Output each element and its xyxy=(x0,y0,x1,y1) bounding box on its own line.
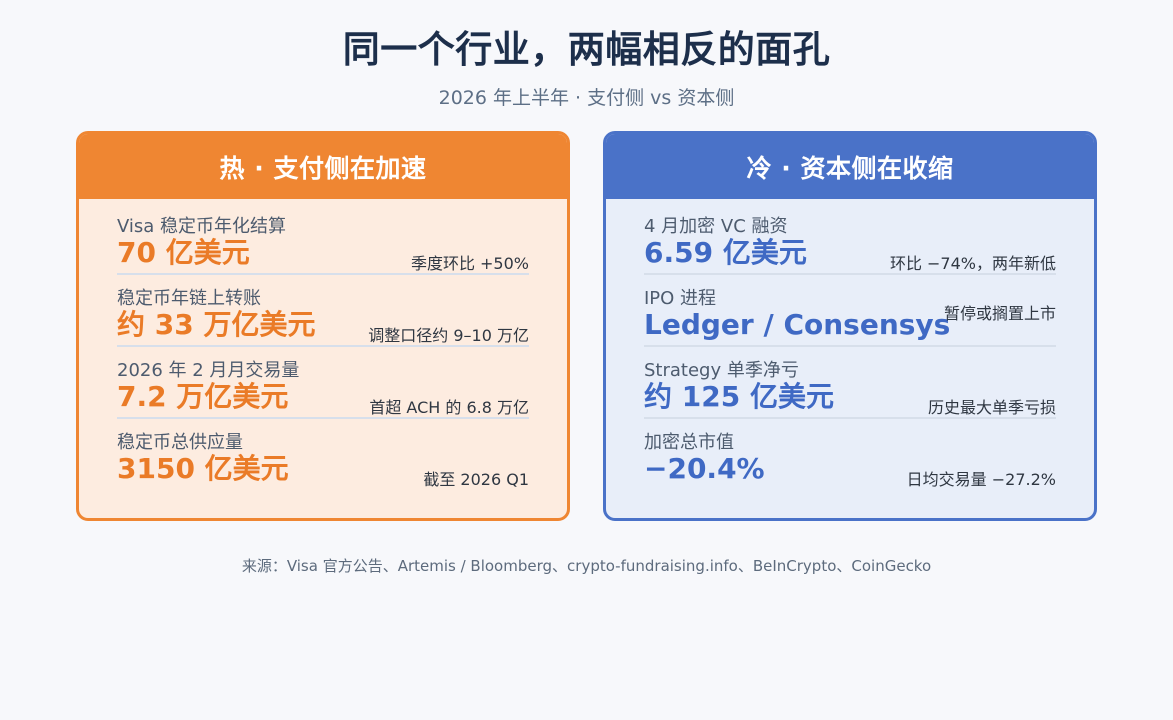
cold-vc-funding-item: 4 月加密 VC 融资 6.59 亿美元 环比 −74%，两年新低 xyxy=(644,203,1056,275)
hot-monthly-volume-item: 2026 年 2 月月交易量 7.2 万亿美元 首超 ACH 的 6.8 万亿 xyxy=(117,347,529,419)
hot-monthly-volume-label: 2026 年 2 月月交易量 xyxy=(117,360,300,381)
hot-total-supply-note: 截至 2026 Q1 xyxy=(423,470,529,489)
hot-total-supply-item: 稳定币总供应量 3150 亿美元 截至 2026 Q1 xyxy=(117,419,529,491)
hot-visa-settlement-note: 季度环比 +50% xyxy=(410,254,529,273)
cold-card-body: 4 月加密 VC 融资 6.59 亿美元 环比 −74%，两年新低 IPO 进程… xyxy=(606,199,1094,491)
cold-ipo-label: IPO 进程 xyxy=(644,288,717,309)
hot-stablecoin-transfer-note: 调整口径约 9–10 万亿 xyxy=(368,326,529,345)
cold-market-cap-label: 加密总市值 xyxy=(644,432,734,453)
hot-total-supply-value: 3150 亿美元 xyxy=(117,451,289,485)
cold-strategy-loss-note: 历史最大单季亏损 xyxy=(927,398,1056,417)
cold-strategy-loss-value: 约 125 亿美元 xyxy=(644,379,834,413)
cold-capital-card: 冷 · 资本侧在收缩 4 月加密 VC 融资 6.59 亿美元 环比 −74%，… xyxy=(603,131,1097,521)
hot-monthly-volume-value: 7.2 万亿美元 xyxy=(117,379,289,413)
cold-market-cap-item: 加密总市值 −20.4% 日均交易量 −27.2% xyxy=(644,419,1056,491)
cold-vc-funding-label: 4 月加密 VC 融资 xyxy=(644,216,788,237)
page-title: 同一个行业，两幅相反的面孔 xyxy=(342,28,831,71)
hot-stablecoin-transfer-item: 稳定币年链上转账 约 33 万亿美元 调整口径约 9–10 万亿 xyxy=(117,275,529,347)
cold-ipo-note: 暂停或搁置上市 xyxy=(943,304,1056,323)
cold-strategy-loss-label: Strategy 单季净亏 xyxy=(644,360,799,381)
hot-card-body: Visa 稳定币年化结算 70 亿美元 季度环比 +50% 稳定币年链上转账 约… xyxy=(79,199,567,491)
page-subtitle: 2026 年上半年 · 支付侧 vs 资本侧 xyxy=(438,87,735,109)
cold-card-header: 冷 · 资本侧在收缩 xyxy=(606,134,1094,199)
hot-monthly-volume-note: 首超 ACH 的 6.8 万亿 xyxy=(369,398,529,417)
hot-total-supply-label: 稳定币总供应量 xyxy=(117,432,243,453)
cold-market-cap-value: −20.4% xyxy=(644,451,765,485)
hot-visa-settlement-item: Visa 稳定币年化结算 70 亿美元 季度环比 +50% xyxy=(117,203,529,275)
hot-visa-settlement-label: Visa 稳定币年化结算 xyxy=(117,216,287,237)
cold-vc-funding-value: 6.59 亿美元 xyxy=(644,235,807,269)
cold-strategy-loss-item: Strategy 单季净亏 约 125 亿美元 历史最大单季亏损 xyxy=(644,347,1056,419)
source-footer: 来源：Visa 官方公告、Artemis / Bloomberg、crypto-… xyxy=(241,557,932,575)
hot-stablecoin-transfer-value: 约 33 万亿美元 xyxy=(117,307,316,341)
cold-market-cap-note: 日均交易量 −27.2% xyxy=(906,470,1056,489)
cold-ipo-item: IPO 进程 Ledger / Consensys 暂停或搁置上市 xyxy=(644,275,1056,347)
hot-payment-card: 热 · 支付侧在加速 Visa 稳定币年化结算 70 亿美元 季度环比 +50%… xyxy=(76,131,570,521)
hot-visa-settlement-value: 70 亿美元 xyxy=(117,235,250,269)
cold-vc-funding-note: 环比 −74%，两年新低 xyxy=(889,254,1056,273)
hot-stablecoin-transfer-label: 稳定币年链上转账 xyxy=(117,288,261,309)
cold-ipo-value: Ledger / Consensys xyxy=(644,307,951,341)
hot-card-header: 热 · 支付侧在加速 xyxy=(79,134,567,199)
